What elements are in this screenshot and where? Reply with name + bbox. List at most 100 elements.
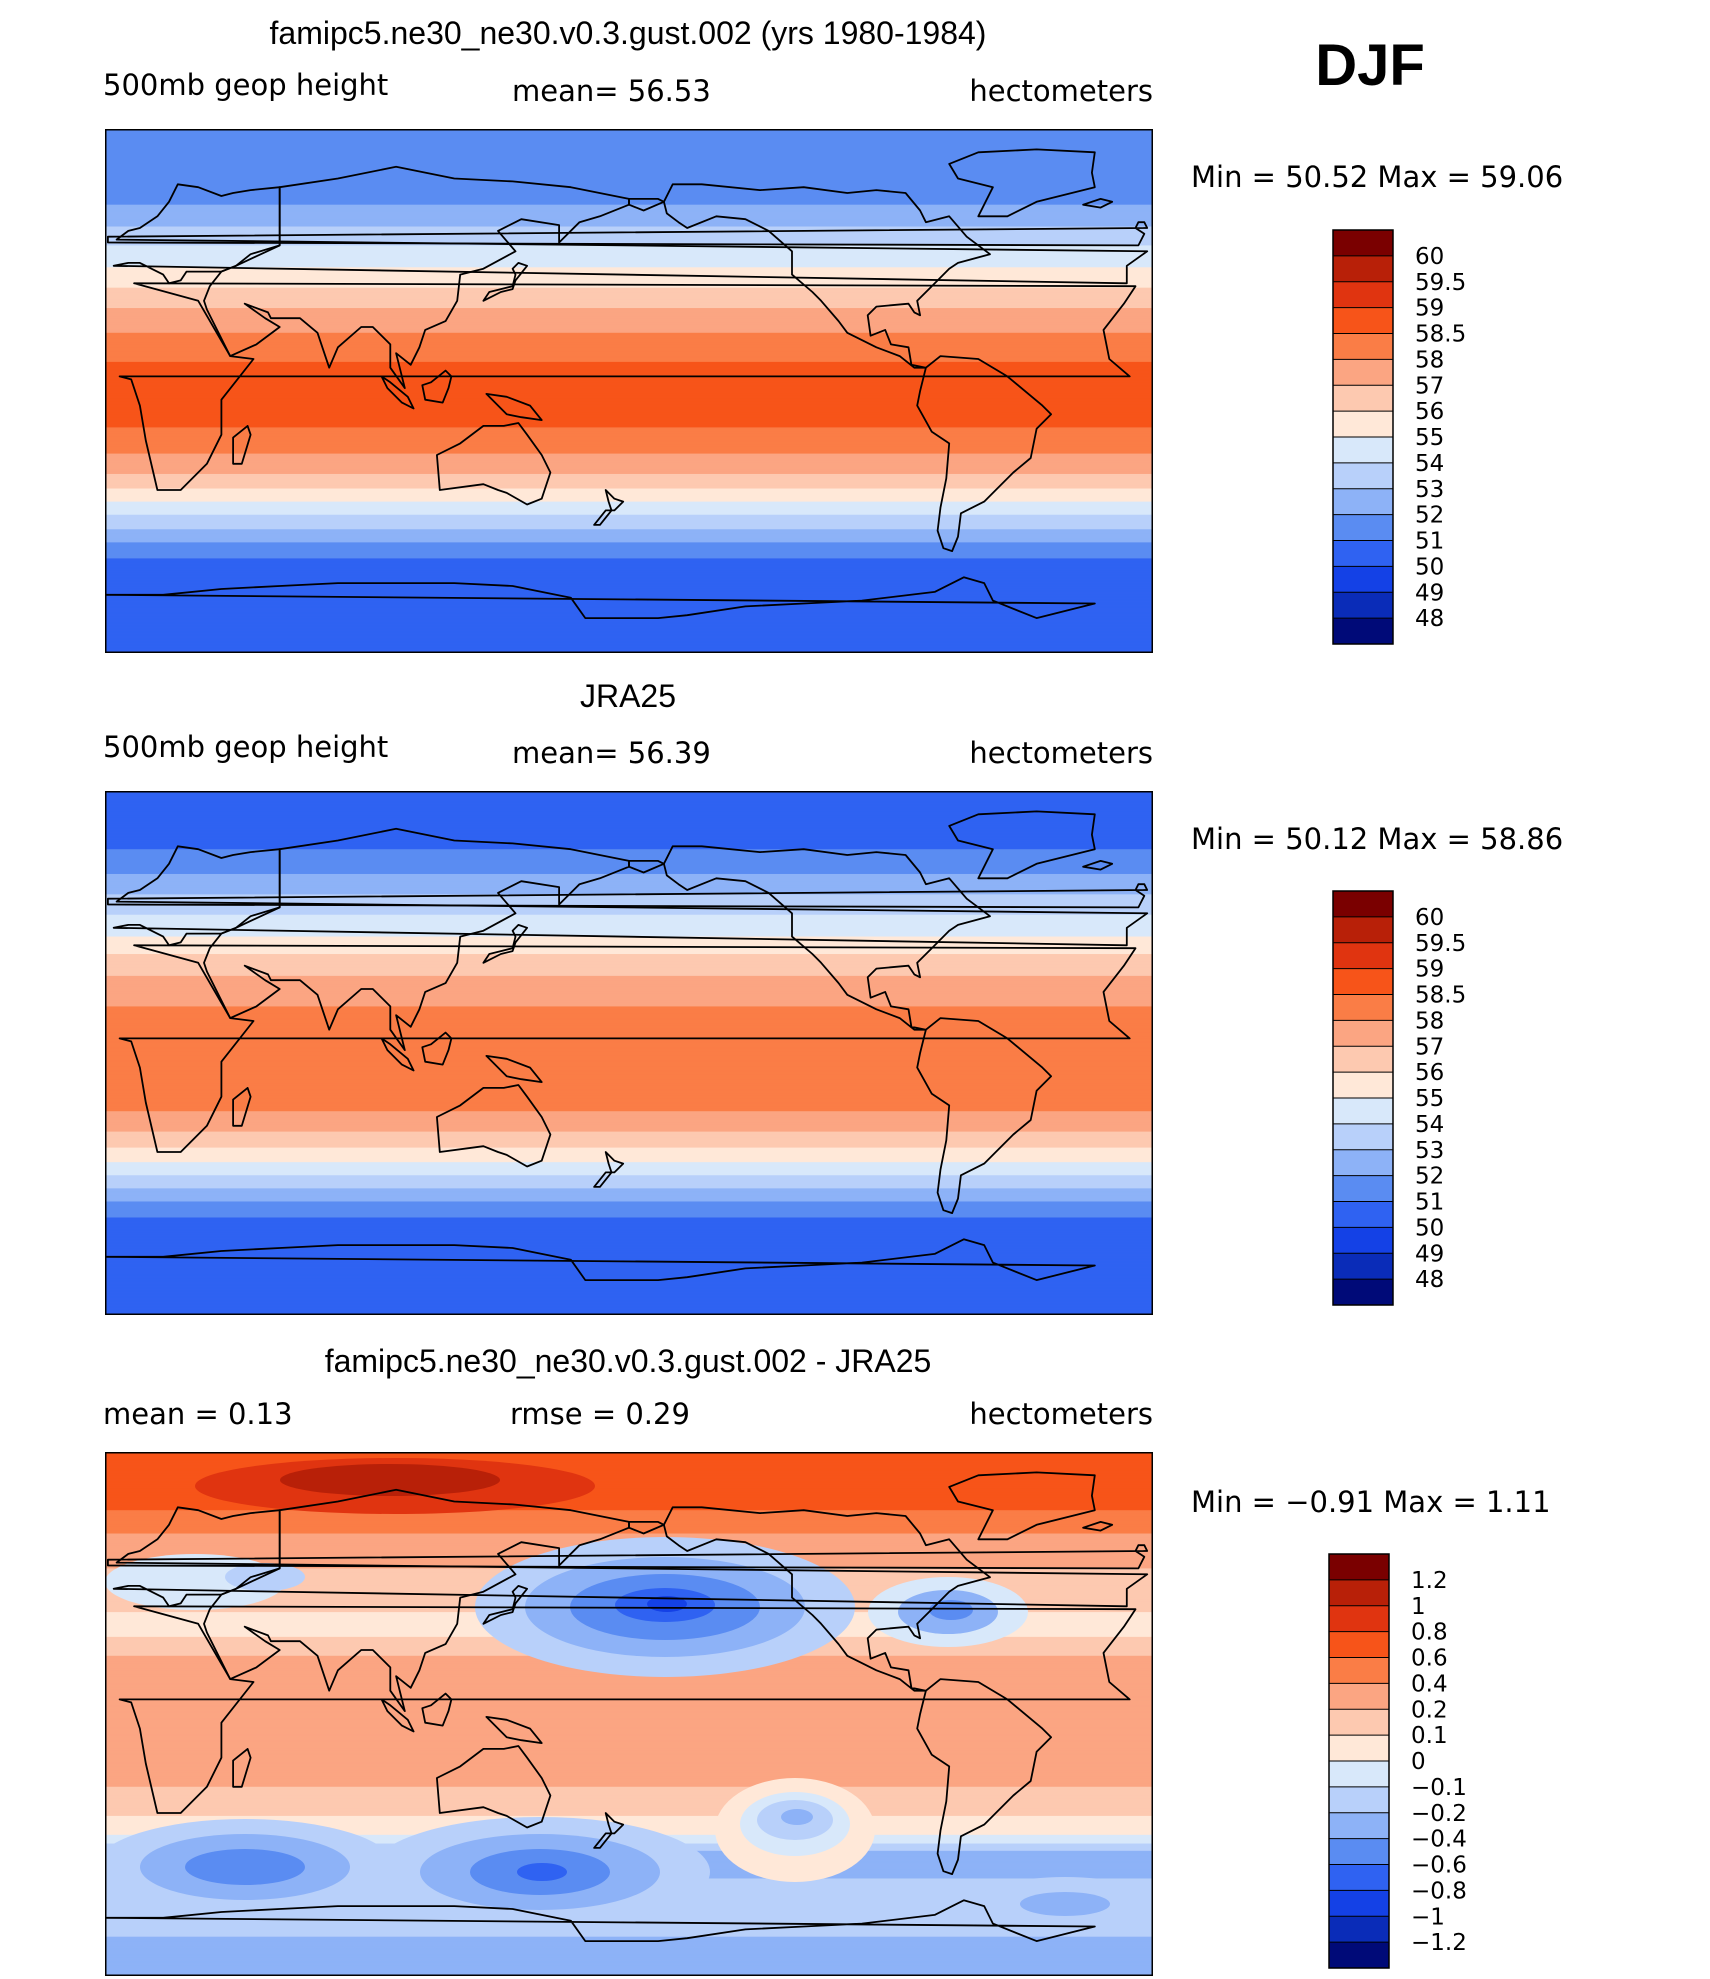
contour-band <box>105 796 1153 799</box>
contour-band <box>105 590 1153 593</box>
contour-band <box>105 866 1153 869</box>
contour-band <box>105 895 1153 898</box>
contour-band <box>105 1275 1153 1278</box>
contour-band <box>105 1242 1153 1245</box>
contour-band <box>105 1497 1153 1500</box>
contour-band <box>105 1500 1153 1503</box>
contour-band <box>105 1256 1153 1259</box>
coastline-madagascar <box>232 1747 252 1788</box>
colorbar-tick-label: −1 <box>1411 1904 1445 1930</box>
contour-band <box>105 329 1153 332</box>
colorbar-tick-label: 51 <box>1415 1190 1444 1216</box>
contour-band <box>105 954 1153 957</box>
colorbar-tick-label: 58 <box>1415 1008 1444 1034</box>
contour-band <box>105 1795 1153 1798</box>
contour-band <box>105 1181 1153 1184</box>
contour-band <box>105 433 1153 436</box>
contour-band <box>105 281 1153 284</box>
coastline-sumatra <box>380 375 415 410</box>
contour-band <box>105 830 1153 833</box>
contour-band <box>105 510 1153 513</box>
contour-band <box>105 577 1153 580</box>
coastline-asia <box>203 827 630 1052</box>
contour-band <box>105 471 1153 474</box>
contour-band <box>105 265 1153 268</box>
contour-band <box>105 1760 1153 1763</box>
contour-band <box>105 255 1153 258</box>
contour-band <box>105 539 1153 542</box>
contour-band <box>105 1192 1153 1195</box>
contour-band <box>105 1133 1153 1136</box>
contour-band <box>105 1536 1153 1539</box>
contour-band <box>105 1191 1153 1194</box>
colorbar-tick-label: 60 <box>1415 905 1444 931</box>
contour-band <box>105 635 1153 638</box>
colorbar-tick-label: 49 <box>1415 580 1444 606</box>
contour-band <box>105 501 1153 504</box>
contour-band <box>105 588 1153 592</box>
contour-band <box>105 370 1153 373</box>
contour-band <box>105 971 1153 974</box>
contour-band <box>105 246 1153 249</box>
contour-band <box>105 1095 1153 1098</box>
contour-band <box>105 340 1153 343</box>
contour-band <box>105 1282 1153 1286</box>
contour-band <box>105 1053 1153 1056</box>
contour-band <box>105 1220 1153 1223</box>
contour-band <box>105 847 1153 850</box>
contour-band <box>105 1968 1153 1971</box>
contour-band <box>105 417 1153 420</box>
contour-band <box>105 236 1153 239</box>
contour-band <box>105 1210 1153 1213</box>
contour-band <box>105 821 1153 824</box>
contour-band <box>105 1970 1153 1973</box>
contour-band <box>105 917 1153 920</box>
contour-band <box>105 277 1153 280</box>
contour-band <box>105 427 1153 430</box>
contour-band <box>105 1092 1153 1095</box>
colorbar-tick-label: 51 <box>1415 529 1444 555</box>
contour-band <box>105 1287 1153 1290</box>
colorbar-box <box>1333 566 1393 593</box>
contour-band <box>105 1076 1153 1079</box>
contour-band <box>105 182 1153 185</box>
colorbar-box <box>1329 1838 1389 1866</box>
contour-band <box>105 565 1153 568</box>
contour-band <box>105 1949 1153 1952</box>
contour-band <box>105 342 1153 346</box>
contour-band <box>105 1776 1153 1779</box>
contour-band <box>105 1039 1153 1042</box>
contour-band <box>105 1184 1153 1187</box>
contour-band <box>105 479 1153 482</box>
coastline-iceland <box>1082 1521 1114 1532</box>
contour-band <box>105 1124 1153 1127</box>
coastline-iceland <box>1082 198 1114 209</box>
contour-band <box>105 289 1153 292</box>
contour-band <box>105 482 1153 485</box>
contour-band <box>105 1753 1153 1756</box>
contour-band <box>105 610 1153 613</box>
contour-band <box>105 1118 1153 1121</box>
contour-band <box>105 465 1153 468</box>
contour-band <box>105 972 1153 975</box>
contour-band <box>105 1252 1153 1255</box>
contour-band <box>105 894 1153 897</box>
contour-band <box>105 807 1153 810</box>
coastline-africa <box>118 1605 1137 1814</box>
coastline-asia-far-east <box>628 198 665 212</box>
contour-band <box>105 1125 1153 1128</box>
contour-band <box>105 300 1153 303</box>
contour-band <box>105 369 1153 372</box>
colorbar-box <box>1333 488 1393 516</box>
contour-band <box>105 1166 1153 1169</box>
contour-band <box>105 1486 1153 1489</box>
contour-band <box>105 587 1153 590</box>
coastline-antarctica <box>105 576 1096 620</box>
contour-band <box>105 1511 1153 1514</box>
panel-obs-title: JRA25 <box>580 678 676 714</box>
contour-band <box>105 431 1153 434</box>
contour-band <box>105 476 1153 479</box>
contour-band <box>105 604 1153 608</box>
contour-band <box>105 962 1153 965</box>
contour-band <box>105 392 1153 395</box>
